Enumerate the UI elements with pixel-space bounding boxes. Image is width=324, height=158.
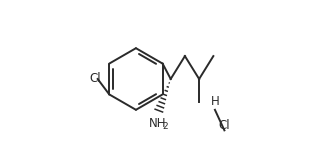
Text: 2: 2 — [162, 122, 168, 131]
Text: Cl: Cl — [219, 119, 230, 132]
Text: NH: NH — [149, 117, 167, 130]
Text: Cl: Cl — [89, 73, 101, 85]
Text: H: H — [211, 95, 219, 108]
